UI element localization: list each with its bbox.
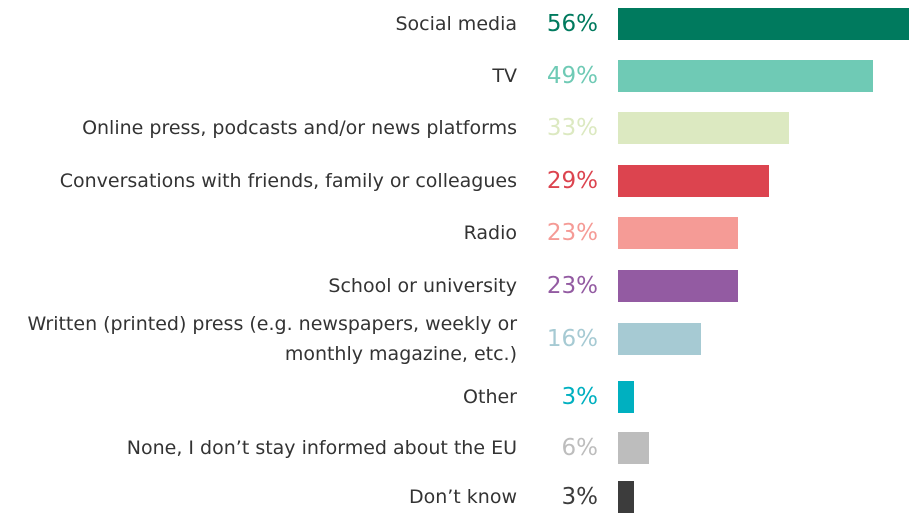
category-label: School or university	[328, 275, 517, 297]
value-label: 23%	[546, 273, 598, 299]
value-label: 49%	[546, 63, 598, 89]
bar	[618, 165, 769, 197]
category-label: TV	[492, 65, 517, 87]
value-label: 3%	[561, 384, 599, 410]
category-label: Written (printed) press (e.g. newspapers…	[27, 313, 517, 365]
bar	[618, 270, 738, 302]
value-label: 3%	[561, 484, 599, 510]
category-label: Radio	[463, 222, 517, 244]
category-label: Online press, podcasts and/or news platf…	[82, 117, 517, 139]
category-label: Don’t know	[408, 486, 517, 508]
value-label: 33%	[546, 115, 598, 141]
category-label: Social media	[395, 13, 517, 35]
bar	[618, 323, 702, 355]
value-label: 29%	[546, 168, 598, 194]
category-label: Other	[463, 386, 517, 408]
bar	[618, 481, 634, 513]
bar	[618, 112, 790, 144]
bar	[618, 217, 738, 249]
bar	[618, 432, 650, 464]
bar	[618, 60, 873, 92]
value-label: 56%	[546, 11, 598, 37]
value-label: 16%	[546, 326, 598, 352]
bar	[618, 381, 634, 413]
bar	[618, 8, 909, 40]
category-label: Conversations with friends, family or co…	[59, 170, 517, 192]
value-label: 6%	[561, 435, 599, 461]
value-label: 23%	[546, 220, 598, 246]
category-label: None, I don’t stay informed about the EU	[126, 437, 517, 459]
